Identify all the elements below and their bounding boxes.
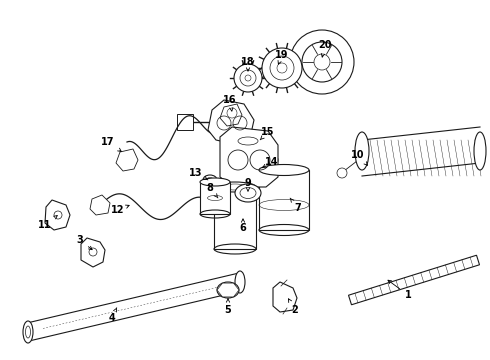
Polygon shape	[220, 127, 278, 187]
Text: 17: 17	[101, 137, 121, 152]
Bar	[177, 114, 193, 130]
Circle shape	[234, 64, 262, 92]
Ellipse shape	[355, 132, 369, 170]
Polygon shape	[217, 283, 239, 297]
Bar	[259, 170, 309, 230]
Text: 6: 6	[240, 219, 246, 233]
Circle shape	[262, 48, 302, 88]
Ellipse shape	[217, 282, 239, 298]
Text: 12: 12	[111, 205, 129, 215]
Polygon shape	[273, 282, 297, 312]
Polygon shape	[116, 149, 138, 171]
Ellipse shape	[474, 132, 486, 170]
Bar	[214, 187, 256, 249]
Polygon shape	[208, 100, 254, 144]
Text: 5: 5	[224, 299, 231, 315]
Text: 9: 9	[245, 178, 251, 191]
Polygon shape	[45, 200, 70, 230]
Text: 14: 14	[263, 157, 279, 168]
Text: 19: 19	[275, 50, 289, 64]
Text: 8: 8	[207, 183, 218, 198]
Text: 16: 16	[223, 95, 237, 111]
Ellipse shape	[23, 321, 33, 343]
Text: 4: 4	[109, 308, 117, 323]
Text: 10: 10	[351, 150, 368, 165]
Text: 1: 1	[388, 280, 412, 300]
Ellipse shape	[200, 178, 230, 186]
Text: 7: 7	[290, 198, 301, 213]
Ellipse shape	[235, 184, 261, 202]
Ellipse shape	[203, 175, 217, 185]
Text: 11: 11	[38, 216, 57, 230]
Text: 20: 20	[318, 40, 332, 57]
Polygon shape	[90, 195, 110, 215]
Polygon shape	[81, 238, 105, 267]
Circle shape	[266, 154, 278, 166]
Circle shape	[337, 168, 347, 178]
Circle shape	[290, 30, 354, 94]
Ellipse shape	[259, 165, 309, 175]
Ellipse shape	[235, 271, 245, 293]
Text: 18: 18	[241, 57, 255, 71]
Bar	[200, 182, 230, 214]
Text: 3: 3	[76, 235, 92, 250]
Ellipse shape	[214, 182, 256, 192]
Text: 13: 13	[189, 168, 208, 180]
Circle shape	[244, 172, 256, 184]
Text: 2: 2	[289, 299, 298, 315]
Polygon shape	[220, 104, 242, 126]
Text: 15: 15	[260, 127, 275, 140]
Polygon shape	[210, 185, 230, 205]
